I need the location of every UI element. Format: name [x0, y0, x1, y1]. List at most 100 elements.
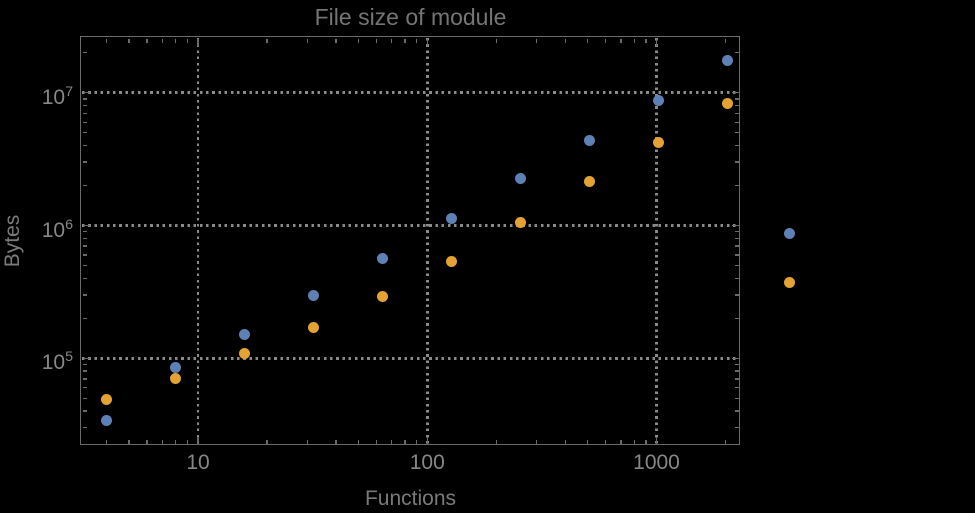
y-minor-tick	[734, 237, 739, 240]
data-point-blue	[722, 54, 734, 66]
x-minor-tick	[404, 38, 406, 43]
x-minor-tick	[391, 439, 393, 444]
x-minor-tick	[495, 439, 497, 444]
x-minor-tick	[128, 439, 130, 444]
x-minor-tick	[564, 439, 566, 444]
y-minor-tick	[82, 387, 87, 389]
y-minor-tick	[82, 132, 87, 134]
plot-frame	[80, 36, 740, 445]
y-minor-tick	[734, 378, 739, 380]
y-minor-tick	[734, 426, 739, 429]
y-minor-tick	[82, 277, 87, 280]
data-point-blue	[584, 134, 596, 146]
y-minor-tick	[734, 245, 739, 247]
x-minor-tick	[535, 439, 538, 444]
y-minor-tick	[734, 184, 739, 187]
y-minor-tick	[734, 121, 739, 123]
x-minor-tick	[335, 38, 337, 43]
y-tick-mantissa: 10	[41, 218, 66, 242]
y-minor-tick	[734, 370, 739, 372]
x-minor-tick	[128, 38, 130, 43]
y-minor-tick	[734, 410, 739, 412]
x-minor-tick	[404, 439, 406, 444]
x-minor-tick	[106, 38, 108, 43]
data-point-blue	[170, 362, 182, 374]
x-minor-tick	[357, 439, 359, 444]
y-minor-tick	[734, 132, 739, 134]
y-minor-tick	[82, 52, 87, 54]
x-minor-tick	[106, 439, 108, 444]
plot-title: File size of module	[314, 4, 507, 30]
y-tick-label: 105	[0, 344, 73, 376]
data-point-orange	[515, 217, 527, 229]
x-minor-tick	[357, 38, 359, 43]
y-minor-tick	[82, 245, 87, 247]
y-minor-tick	[82, 363, 87, 365]
y-minor-tick	[82, 144, 87, 147]
x-minor-tick	[724, 439, 727, 444]
x-minor-tick	[586, 439, 589, 444]
x-axis-label: Functions	[364, 487, 457, 510]
y-gridline	[82, 91, 738, 95]
x-gridline	[425, 38, 429, 444]
x-major-tick	[426, 436, 428, 444]
y-minor-tick	[734, 363, 739, 365]
data-point-orange	[170, 373, 182, 385]
x-gridline	[655, 38, 658, 444]
x-minor-tick	[645, 38, 647, 43]
x-major-tick	[197, 436, 199, 444]
x-minor-tick	[620, 38, 622, 43]
x-minor-tick	[620, 439, 622, 444]
data-point-orange	[584, 176, 596, 188]
data-point-blue	[653, 95, 665, 107]
data-point-blue	[101, 414, 113, 426]
data-point-blue	[239, 329, 251, 341]
x-minor-tick	[416, 38, 418, 43]
y-minor-tick	[734, 144, 739, 147]
y-minor-tick	[82, 294, 87, 296]
y-major-tick	[82, 357, 90, 359]
y-minor-tick	[734, 317, 739, 319]
x-minor-tick	[416, 439, 418, 444]
y-minor-tick	[734, 254, 739, 256]
x-minor-tick	[586, 38, 589, 43]
x-tick-label: 100	[409, 451, 445, 474]
x-minor-tick	[266, 38, 268, 43]
y-major-tick	[731, 92, 739, 94]
y-major-tick	[82, 92, 90, 94]
x-minor-tick	[335, 439, 337, 444]
y-minor-tick	[734, 161, 739, 163]
x-major-tick	[426, 38, 428, 46]
x-major-tick	[655, 38, 658, 46]
x-minor-tick	[604, 38, 607, 43]
y-minor-tick	[82, 104, 87, 107]
y-minor-tick	[82, 184, 87, 187]
x-minor-tick	[306, 38, 309, 43]
x-minor-tick	[604, 439, 607, 444]
x-minor-tick	[633, 439, 635, 444]
data-point-orange	[722, 98, 734, 110]
x-minor-tick	[175, 439, 177, 444]
x-minor-tick	[724, 38, 727, 43]
y-minor-tick	[82, 112, 87, 114]
x-minor-tick	[186, 38, 189, 43]
y-gridline	[82, 356, 738, 360]
data-point-orange	[101, 393, 113, 405]
y-minor-tick	[82, 370, 87, 372]
y-major-tick	[82, 224, 90, 227]
x-major-tick	[197, 38, 199, 46]
y-minor-tick	[82, 397, 87, 399]
y-minor-tick	[82, 264, 87, 267]
y-minor-tick	[82, 161, 87, 163]
y-tick-mantissa: 10	[41, 85, 66, 109]
x-tick-label: 10	[186, 451, 210, 474]
data-point-blue	[308, 290, 320, 302]
x-minor-tick	[266, 439, 268, 444]
x-minor-tick	[633, 38, 635, 43]
y-minor-tick	[734, 112, 739, 114]
y-minor-tick	[734, 52, 739, 54]
x-minor-tick	[391, 38, 393, 43]
y-minor-tick	[82, 237, 87, 240]
data-point-orange	[653, 137, 665, 149]
y-minor-tick	[734, 387, 739, 389]
